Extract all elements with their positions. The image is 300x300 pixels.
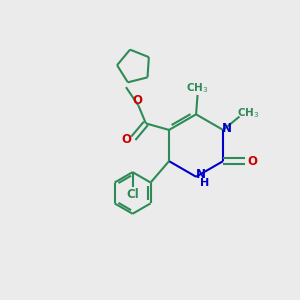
Text: O: O bbox=[247, 154, 257, 168]
Text: O: O bbox=[132, 94, 142, 107]
Text: CH$_3$: CH$_3$ bbox=[186, 82, 209, 95]
Text: N: N bbox=[222, 122, 232, 135]
Text: N: N bbox=[196, 168, 206, 181]
Text: Cl: Cl bbox=[127, 188, 140, 201]
Text: O: O bbox=[122, 133, 132, 146]
Text: CH$_3$: CH$_3$ bbox=[236, 106, 259, 120]
Text: H: H bbox=[200, 178, 210, 188]
